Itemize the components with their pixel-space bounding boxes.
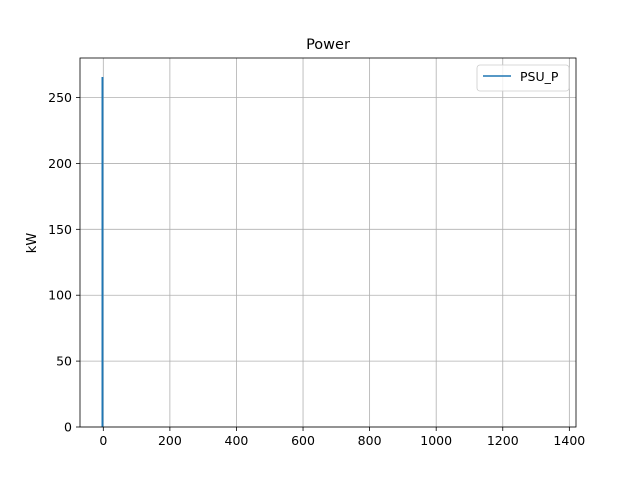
y-tick-label: 200 [48, 156, 72, 171]
chart-title: Power [306, 37, 350, 53]
y-tick-label: 150 [48, 222, 72, 237]
x-tick-label: 600 [291, 433, 315, 448]
x-tick-label: 1200 [487, 433, 519, 448]
x-tick-label: 400 [225, 433, 249, 448]
y-axis-label: kW [25, 233, 40, 254]
x-tick-label: 1000 [420, 433, 452, 448]
y-tick-label: 0 [64, 420, 72, 435]
x-tick-label: 1400 [553, 433, 585, 448]
y-tick-label: 250 [48, 90, 72, 105]
x-tick-label: 0 [99, 433, 107, 448]
x-tick-label: 200 [158, 433, 182, 448]
x-tick-label: 800 [358, 433, 382, 448]
legend-label: PSU_P [520, 69, 559, 84]
y-tick-label: 50 [56, 354, 72, 369]
y-tick-label: 100 [48, 288, 72, 303]
legend: PSU_P [477, 65, 569, 91]
